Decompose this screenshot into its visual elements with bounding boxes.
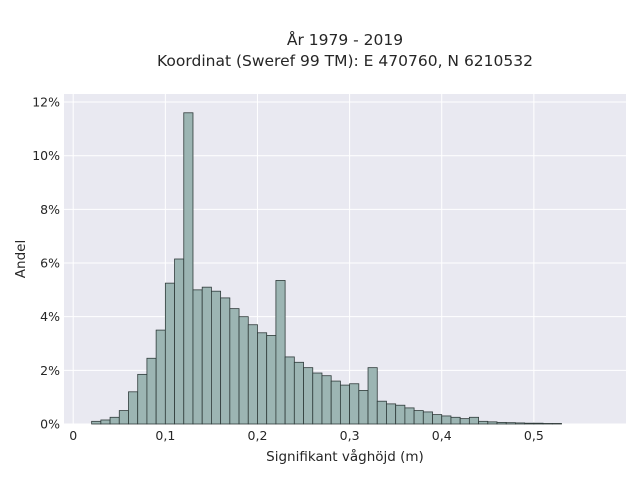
histogram-bar bbox=[238, 316, 249, 425]
histogram-bar bbox=[118, 410, 129, 425]
y-tick-label: 2% bbox=[40, 363, 60, 378]
histogram-bar bbox=[524, 422, 535, 425]
histogram-bar bbox=[386, 403, 397, 425]
histogram-bar bbox=[330, 380, 341, 425]
histogram-bar bbox=[174, 258, 185, 425]
histogram-bar bbox=[312, 372, 323, 425]
histogram-bar bbox=[266, 335, 277, 425]
histogram-bar bbox=[229, 308, 240, 425]
histogram-bar bbox=[91, 420, 102, 425]
histogram-bar bbox=[496, 421, 507, 425]
y-tick-label: 10% bbox=[32, 148, 60, 163]
y-tick-label: 8% bbox=[40, 202, 60, 217]
histogram-bar bbox=[515, 422, 526, 425]
histogram-bar bbox=[533, 422, 544, 425]
histogram-bar bbox=[432, 414, 443, 425]
histogram-bar bbox=[413, 410, 424, 425]
histogram-bar bbox=[321, 375, 332, 425]
histogram-bar bbox=[450, 416, 461, 425]
histogram-bar bbox=[100, 419, 111, 425]
histogram-bar bbox=[220, 297, 231, 425]
y-tick-label: 4% bbox=[40, 309, 60, 324]
histogram-bar bbox=[257, 332, 268, 425]
histogram-bar bbox=[542, 423, 553, 425]
histogram-bar bbox=[146, 357, 157, 425]
histogram-bar bbox=[247, 324, 258, 425]
histogram-bar bbox=[349, 383, 360, 425]
histogram-bar bbox=[284, 356, 295, 425]
x-tick-label: 0 bbox=[69, 428, 77, 443]
x-axis-ticks: 0 0,1 0,2 0,3 0,4 0,5 bbox=[69, 428, 544, 443]
histogram-bar bbox=[211, 290, 222, 425]
histogram-bar bbox=[109, 416, 120, 425]
y-tick-label: 12% bbox=[32, 95, 60, 110]
histogram-bar bbox=[478, 420, 489, 425]
histogram-bar bbox=[339, 384, 351, 425]
histogram-bar bbox=[459, 418, 470, 425]
histogram-bar bbox=[201, 286, 212, 425]
histogram-bar bbox=[404, 407, 415, 425]
histogram-bar bbox=[183, 112, 194, 425]
histogram-bar bbox=[468, 416, 479, 425]
histogram-bar bbox=[155, 329, 166, 425]
histogram-bar bbox=[487, 421, 498, 425]
histogram-bar bbox=[367, 367, 378, 425]
histogram-bar bbox=[164, 282, 175, 425]
histogram-bar bbox=[395, 404, 406, 425]
histogram-bar bbox=[128, 391, 139, 425]
y-axis-label: Andel bbox=[13, 240, 29, 278]
x-tick-label: 0,2 bbox=[248, 428, 268, 443]
x-axis-label: Signifikant våghöjd (m) bbox=[266, 448, 424, 465]
histogram-bar bbox=[275, 280, 286, 425]
histogram-bar bbox=[376, 400, 387, 425]
x-tick-label: 0,5 bbox=[524, 428, 544, 443]
y-tick-label: 0% bbox=[40, 417, 60, 432]
histogram-bar bbox=[192, 289, 203, 425]
y-axis-ticks: 0% 2% 4% 6% 8% 10% 12% bbox=[32, 95, 60, 432]
y-tick-label: 6% bbox=[40, 256, 60, 271]
histogram-bar bbox=[551, 423, 562, 425]
histogram-bar bbox=[441, 415, 452, 425]
histogram-bars bbox=[91, 112, 562, 425]
x-tick-label: 0,3 bbox=[340, 428, 360, 443]
histogram-bar bbox=[303, 367, 314, 425]
histogram-bar bbox=[293, 361, 304, 425]
histogram-bar bbox=[422, 411, 433, 425]
histogram-bar bbox=[137, 373, 148, 425]
chart-title-line-1: År 1979 - 2019 bbox=[287, 30, 403, 49]
x-tick-label: 0,4 bbox=[432, 428, 452, 443]
chart-title-line-2: Koordinat (Sweref 99 TM): E 470760, N 62… bbox=[157, 52, 533, 70]
histogram-bar bbox=[358, 390, 369, 425]
x-tick-label: 0,1 bbox=[155, 428, 175, 443]
histogram-bar bbox=[505, 422, 516, 425]
